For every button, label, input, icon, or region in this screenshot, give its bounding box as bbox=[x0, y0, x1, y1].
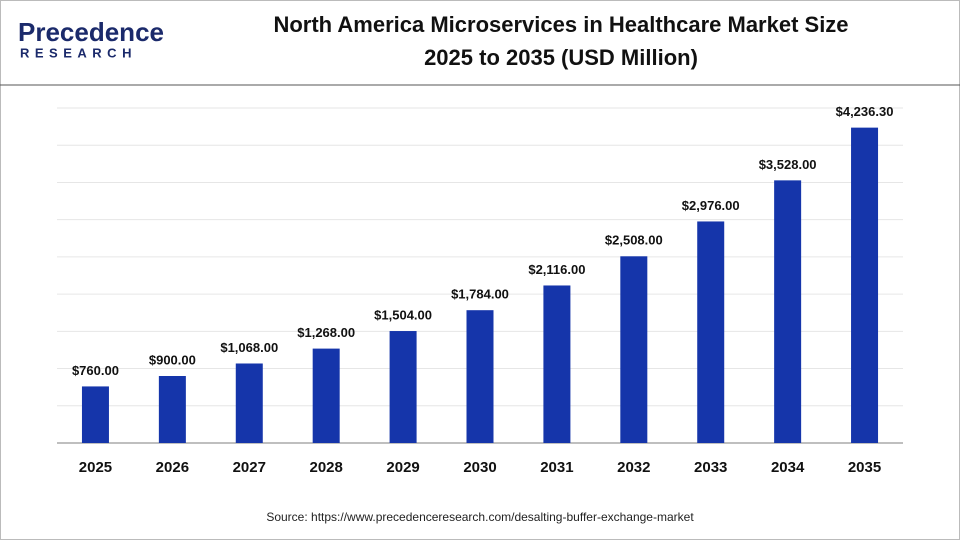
x-tick-label: 2030 bbox=[463, 459, 496, 476]
value-label: $4,236.30 bbox=[836, 104, 894, 119]
value-label: $760.00 bbox=[72, 363, 119, 378]
x-tick-label: 2027 bbox=[233, 459, 266, 476]
value-label: $900.00 bbox=[149, 352, 196, 367]
x-tick-label: 2028 bbox=[309, 459, 342, 476]
x-tick-label: 2034 bbox=[771, 459, 805, 476]
bar bbox=[235, 363, 263, 443]
bar bbox=[697, 221, 725, 443]
bar bbox=[620, 256, 648, 443]
x-tick-label: 2033 bbox=[694, 459, 727, 476]
value-label: $1,268.00 bbox=[297, 325, 355, 340]
x-tick-label: 2029 bbox=[386, 459, 419, 476]
value-label: $1,068.00 bbox=[220, 340, 278, 355]
logo-name: Precedence bbox=[18, 17, 164, 47]
value-label: $2,508.00 bbox=[605, 233, 663, 248]
value-label: $2,116.00 bbox=[528, 262, 585, 277]
value-label: $3,528.00 bbox=[759, 157, 817, 172]
chart-subtitle: 2025 to 2035 (USD Million) bbox=[424, 45, 698, 70]
x-tick-label: 2035 bbox=[848, 459, 881, 476]
value-label: $1,784.00 bbox=[451, 287, 509, 302]
source-note: Source: https://www.precedenceresearch.c… bbox=[266, 510, 694, 524]
bar bbox=[466, 310, 494, 443]
bar bbox=[851, 127, 879, 444]
bar bbox=[389, 331, 417, 443]
x-tick-label: 2032 bbox=[617, 459, 650, 476]
x-tick-label: 2031 bbox=[540, 459, 573, 476]
bar bbox=[774, 180, 802, 444]
bar bbox=[543, 285, 571, 443]
x-tick-label: 2025 bbox=[79, 459, 112, 476]
value-label: $2,976.00 bbox=[682, 198, 740, 213]
value-label: $1,504.00 bbox=[374, 307, 432, 322]
x-tick-label: 2026 bbox=[156, 459, 189, 476]
bar bbox=[158, 376, 186, 443]
chart-title: North America Microservices in Healthcar… bbox=[273, 12, 848, 37]
bar bbox=[81, 386, 109, 443]
logo-tagline: RESEARCH bbox=[20, 45, 137, 60]
bar bbox=[312, 348, 340, 443]
